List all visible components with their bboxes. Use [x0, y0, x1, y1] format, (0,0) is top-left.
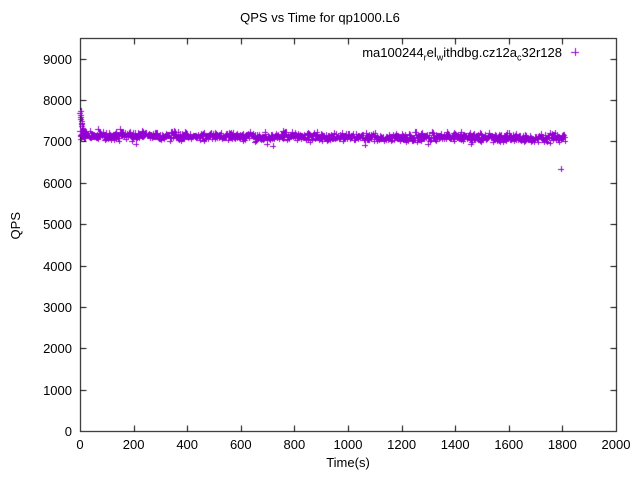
y-tick-label: 5000 [43, 217, 72, 233]
legend-text: 32r128 [521, 45, 562, 60]
legend-series-label: ma100244relwithdbg.cz12ac32r128 [362, 45, 562, 63]
chart-title: QPS vs Time for qp1000.L6 [240, 10, 400, 25]
legend-text: el [426, 45, 437, 60]
x-tick-label: 800 [283, 437, 306, 452]
legend-subscript: w [436, 52, 444, 63]
y-tick-label: 9000 [43, 51, 72, 67]
y-tick-label: 8000 [43, 93, 72, 109]
x-tick-label: 200 [122, 437, 145, 452]
y-tick-label: 6000 [43, 175, 72, 191]
legend-subscript: r [423, 52, 427, 63]
x-tick-label: 600 [229, 437, 252, 452]
x-tick-label: 1400 [440, 437, 470, 452]
y-tick-label: 3000 [43, 299, 72, 315]
x-tick-label: 1600 [494, 437, 524, 452]
legend-subscript: c [517, 52, 522, 63]
x-axis-label: Time(s) [326, 455, 370, 470]
y-tick-label: 0 [64, 424, 72, 439]
x-tick-label: 2000 [601, 437, 631, 452]
x-tick-label: 1200 [387, 437, 417, 452]
y-tick-label: 2000 [43, 341, 72, 357]
legend-text: ma100244 [362, 45, 424, 60]
x-tick-label: 0 [76, 437, 84, 452]
x-tick-label: 1000 [333, 437, 363, 452]
legend: ma100244relwithdbg.cz12ac32r128 [80, 45, 562, 63]
x-tick-label: 1800 [547, 437, 577, 452]
y-tick-label: 4000 [43, 258, 72, 274]
y-tick-label: 7000 [43, 134, 72, 150]
x-tick-label: 400 [176, 437, 199, 452]
legend-text: ithdbg.cz12a [443, 45, 518, 60]
y-tick-label: 1000 [43, 382, 72, 398]
